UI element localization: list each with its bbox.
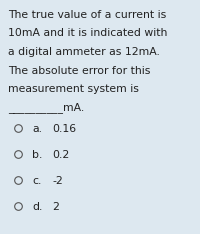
Text: 0.16: 0.16 xyxy=(52,124,76,134)
Text: a.: a. xyxy=(32,124,42,134)
Text: b.: b. xyxy=(32,150,42,160)
Text: -2: -2 xyxy=(52,176,63,186)
Text: 0.2: 0.2 xyxy=(52,150,69,160)
Text: 2: 2 xyxy=(52,202,59,212)
Text: __________mA.: __________mA. xyxy=(8,102,84,113)
Text: The absolute error for this: The absolute error for this xyxy=(8,66,150,76)
Text: a digital ammeter as 12mA.: a digital ammeter as 12mA. xyxy=(8,47,160,57)
Text: 10mA and it is indicated with: 10mA and it is indicated with xyxy=(8,29,167,39)
Text: c.: c. xyxy=(32,176,41,186)
Text: measurement system is: measurement system is xyxy=(8,84,139,94)
Text: d.: d. xyxy=(32,202,42,212)
Text: The true value of a current is: The true value of a current is xyxy=(8,10,166,20)
